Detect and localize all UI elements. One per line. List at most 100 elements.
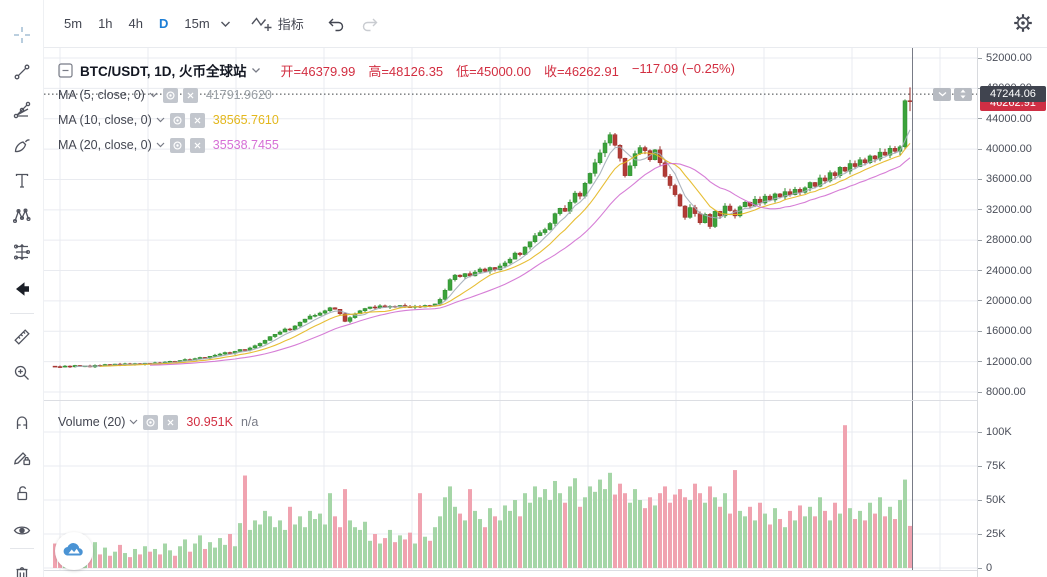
ohlc-readout: 开=46379.99 高=48126.35 低=45000.00 收=46262…: [281, 61, 748, 80]
unlock-icon: [17, 486, 28, 501]
price-axis[interactable]: 47244.06 46262.91 52000.0048000.0044000.…: [977, 48, 1047, 577]
volume-pane[interactable]: [44, 401, 977, 570]
crosshair-icon: [14, 27, 30, 43]
close-value: 收=46262.91: [544, 63, 619, 79]
symbol-row: BTC/USDT, 1D, 火币全球站 开=46379.99 高=48126.3…: [58, 60, 748, 80]
open-value: 开=46379.99: [280, 63, 356, 79]
trend-line-icon: [14, 64, 30, 80]
eye-icon: [146, 417, 155, 427]
volume-visibility-button[interactable]: [143, 414, 159, 430]
timeframe-menu-button[interactable]: [220, 20, 231, 28]
ma20-visibility-button[interactable]: [169, 137, 185, 153]
volume-label[interactable]: Volume (20): [58, 415, 126, 429]
pane-separator[interactable]: [44, 400, 1047, 401]
chart-legend: BTC/USDT, 1D, 火币全球站 开=46379.99 高=48126.3…: [58, 60, 748, 155]
collapse-arrow-icon: [16, 282, 29, 296]
volume-axis-tick: 25K: [978, 528, 1006, 540]
timeframe-5m-button[interactable]: 5m: [64, 16, 83, 31]
close-icon: [194, 117, 201, 123]
eye-icon: [13, 526, 31, 535]
gann-tool-button[interactable]: [5, 93, 39, 127]
ma20-remove-button[interactable]: [189, 137, 205, 153]
price-axis-tick: 24000.00: [978, 265, 1032, 277]
crosshair-tool-button[interactable]: [5, 18, 39, 52]
symbol-chevron-icon[interactable]: [251, 67, 261, 74]
volume-axis-tick: 0: [978, 562, 992, 574]
undo-icon: [328, 18, 343, 31]
price-scale-mode-button[interactable]: [954, 87, 972, 101]
ma10-indicator-row: MA (10, close, 0) 38565.7610: [58, 110, 748, 130]
volume-bars-group: [53, 425, 912, 568]
undo-button[interactable]: [326, 16, 346, 32]
ma5-remove-button[interactable]: [182, 87, 198, 103]
timeframe-4h-button[interactable]: 4h: [128, 16, 143, 31]
price-axis-tick: 8000.00: [978, 386, 1026, 398]
measure-tool-button[interactable]: [5, 320, 39, 354]
price-axis-tick: 12000.00: [978, 356, 1032, 368]
xabcd-pattern-icon: [12, 208, 31, 224]
forecast-lines-icon: [13, 244, 31, 260]
close-icon: [167, 419, 174, 425]
settings-button[interactable]: [1012, 12, 1034, 39]
crosshair-price-badge: 47244.06: [980, 86, 1046, 103]
ma20-label[interactable]: MA (20, close, 0): [58, 138, 152, 152]
ma20-indicator-row: MA (20, close, 0) 35538.7455: [58, 135, 748, 155]
indicators-button[interactable]: 指标: [251, 14, 304, 33]
forecast-tool-button[interactable]: [5, 235, 39, 269]
ruler-icon: [14, 329, 30, 345]
toolbar-collapse-button[interactable]: [5, 272, 39, 306]
ma5-value: 41791.9620: [205, 88, 272, 102]
eye-icon: [173, 140, 182, 150]
up-down-arrows-icon: [960, 89, 966, 99]
price-axis-tick: 44000.00: [978, 113, 1032, 125]
zoom-in-button[interactable]: [5, 356, 39, 390]
ma10-visibility-button[interactable]: [169, 112, 185, 128]
ma10-value: 38565.7610: [212, 113, 279, 127]
ma10-remove-button[interactable]: [189, 112, 205, 128]
pencil-lock-icon: [13, 452, 31, 466]
price-scale-menu-button[interactable]: [933, 87, 951, 101]
volume-axis-tick: 50K: [978, 494, 1006, 506]
timeframe-15m-button[interactable]: 15m: [184, 16, 210, 31]
drawing-mode-lock-button[interactable]: [5, 440, 39, 474]
price-axis-tick: 16000.00: [978, 325, 1032, 337]
chevron-down-icon[interactable]: [149, 92, 158, 98]
ma20-line: [149, 157, 911, 366]
magnet-mode-button[interactable]: [5, 405, 39, 439]
chevron-down-icon: [220, 21, 230, 27]
trend-line-tool-button[interactable]: [5, 55, 39, 89]
toolbar-divider: [10, 313, 34, 314]
low-value: 低=45000.00: [456, 63, 531, 79]
brush-tool-button[interactable]: [5, 128, 39, 162]
change-value: −117.09 (−0.25%): [631, 60, 735, 76]
lock-all-drawings-button[interactable]: [5, 476, 39, 510]
pattern-tool-button[interactable]: [5, 199, 39, 233]
price-pane[interactable]: [44, 48, 977, 401]
timeframe-1d-button[interactable]: D: [159, 16, 169, 31]
ma5-visibility-button[interactable]: [162, 87, 178, 103]
trash-icon: [16, 567, 28, 577]
high-value: 高=48126.35: [368, 63, 444, 79]
chevron-down-icon[interactable]: [156, 142, 165, 148]
ma10-label[interactable]: MA (10, close, 0): [58, 113, 152, 127]
remove-drawings-button[interactable]: [5, 556, 39, 577]
redo-button[interactable]: [360, 16, 380, 32]
price-axis-tick: 20000.00: [978, 295, 1032, 307]
hide-drawings-button[interactable]: [5, 513, 39, 547]
collapse-legend-icon[interactable]: [58, 62, 73, 78]
price-axis-tick: 28000.00: [978, 234, 1032, 246]
ma5-label[interactable]: MA (5, close, 0): [58, 88, 145, 102]
top-toolbar: 5m 1h 4h D 15m 指标: [44, 0, 1047, 48]
gear-icon: [1014, 14, 1032, 32]
close-icon: [194, 142, 201, 148]
text-tool-button[interactable]: [5, 163, 39, 197]
volume-remove-button[interactable]: [163, 414, 179, 430]
timeframe-1h-button[interactable]: 1h: [98, 16, 113, 31]
eye-icon: [173, 115, 182, 125]
chevron-down-icon[interactable]: [129, 419, 138, 425]
volume-indicator-row: Volume (20) 30.951K n/a: [58, 412, 258, 432]
chevron-down-icon[interactable]: [156, 117, 165, 123]
toolbar-divider: [10, 548, 34, 549]
symbol-title[interactable]: BTC/USDT, 1D, 火币全球站: [80, 64, 247, 79]
